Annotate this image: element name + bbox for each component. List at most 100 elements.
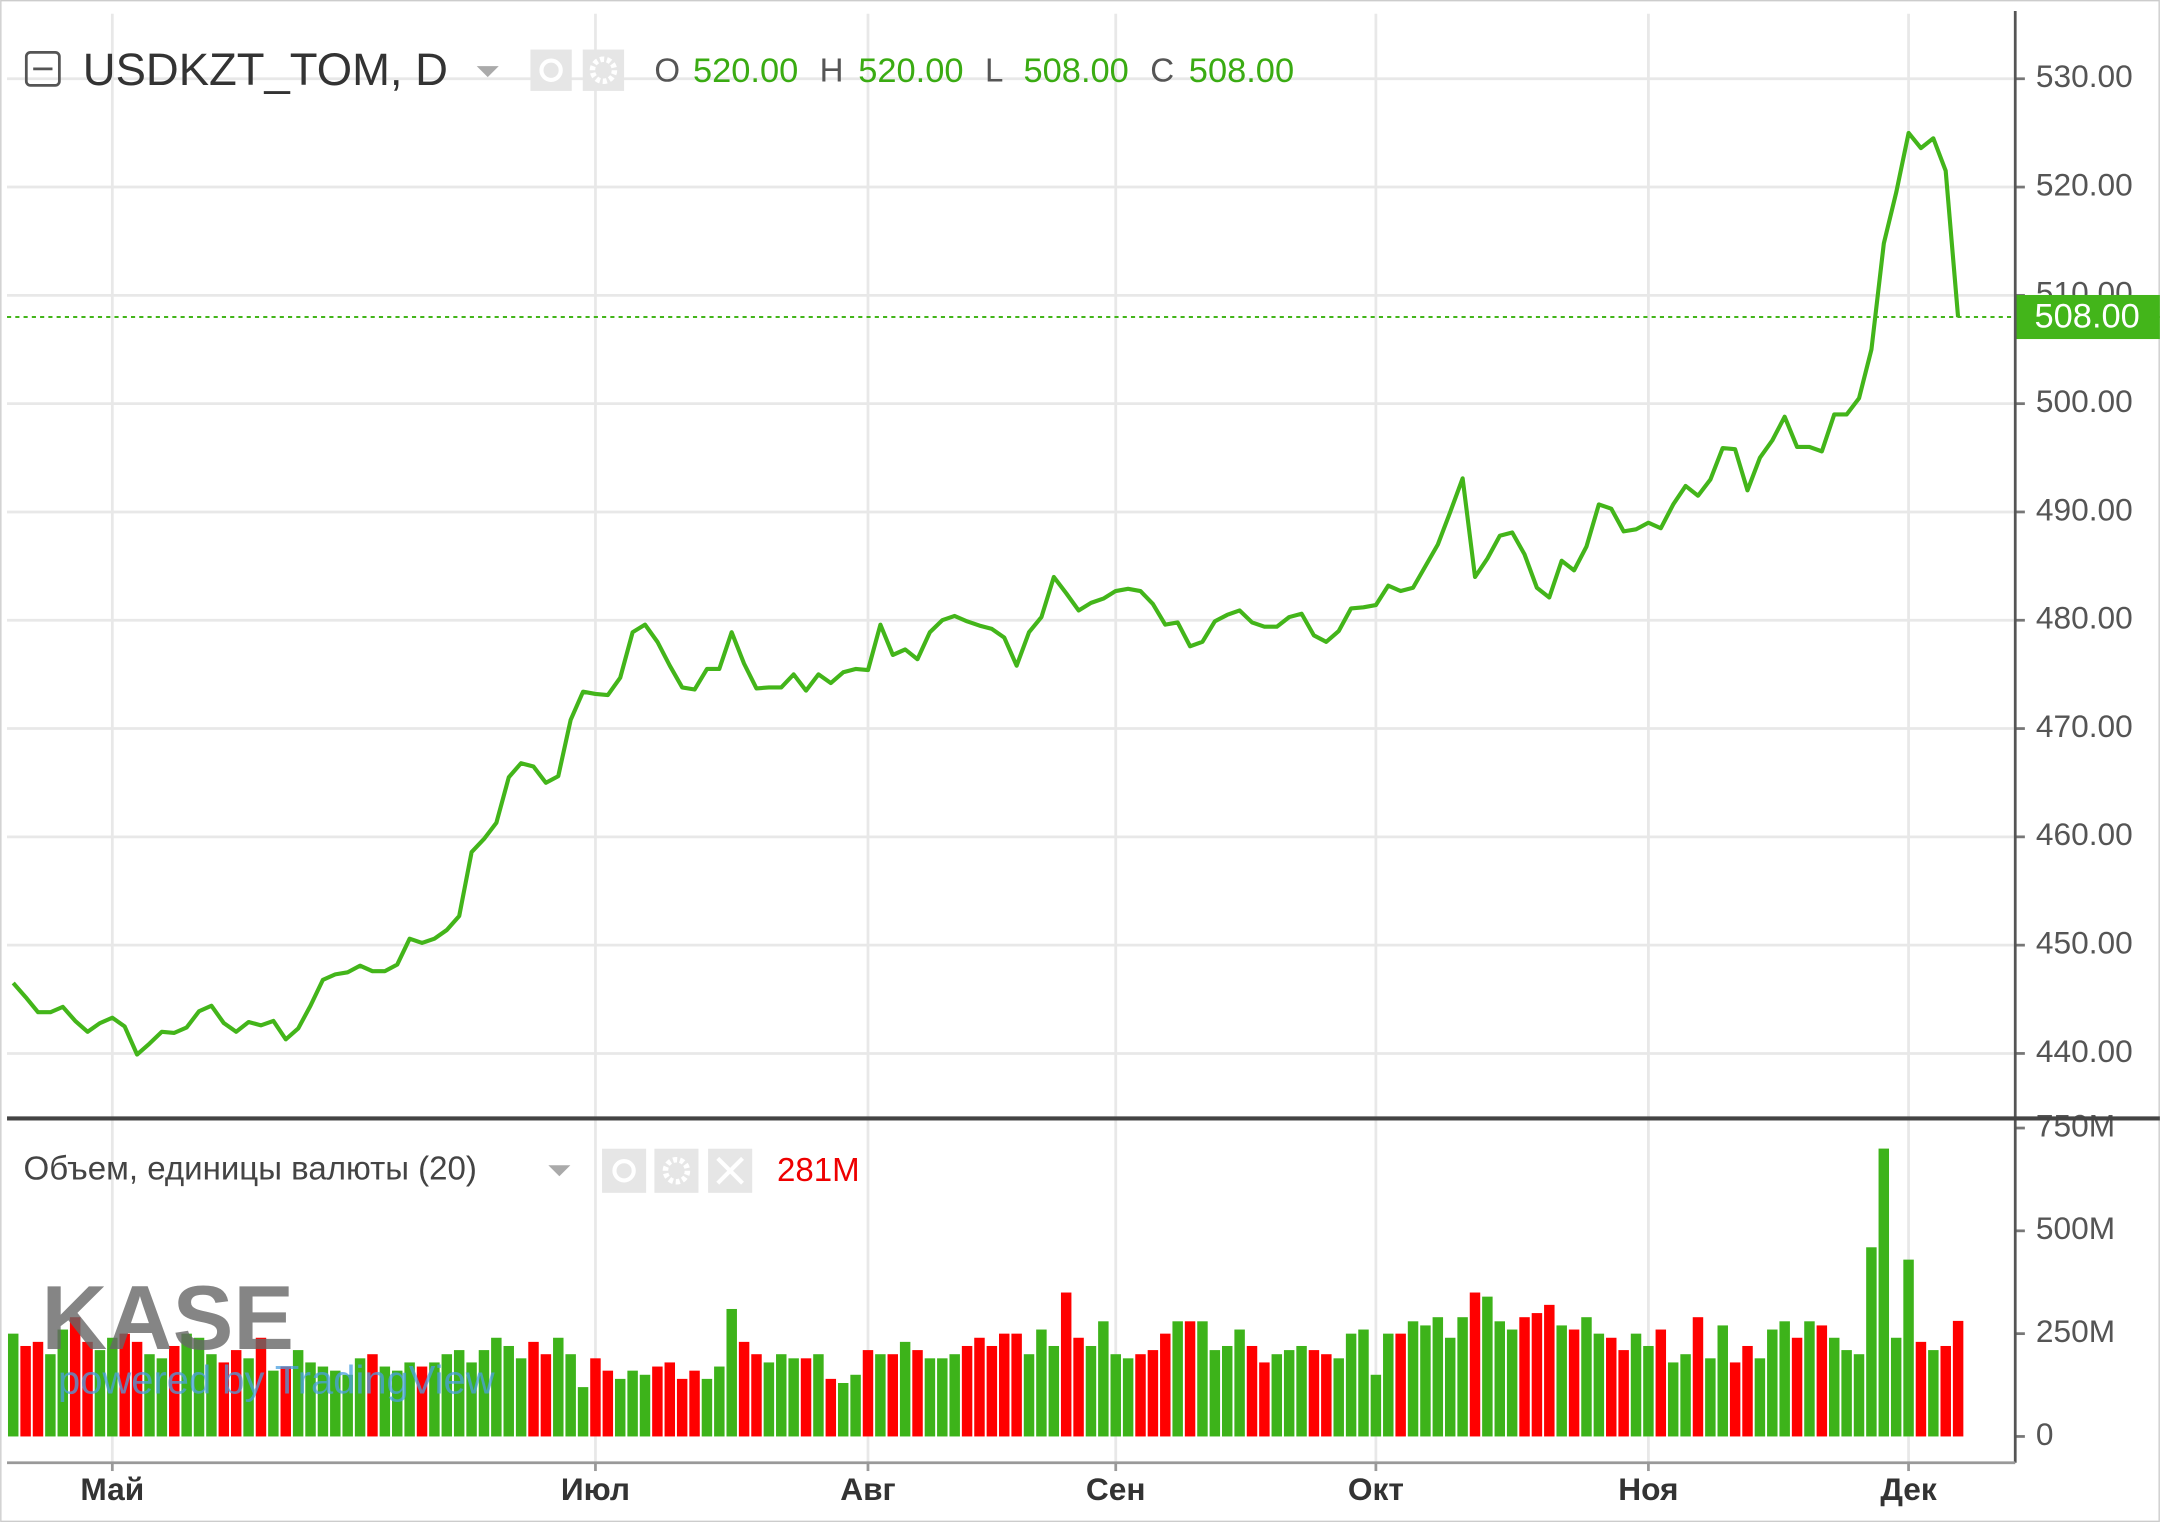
y-tick-label: 500M <box>2036 1210 2115 1246</box>
settings-button[interactable] <box>654 1148 699 1193</box>
volume-bar <box>478 1350 490 1437</box>
volume-bar <box>1630 1333 1642 1437</box>
volume-bar <box>466 1362 477 1437</box>
volume-bar <box>602 1370 614 1437</box>
volume-bar <box>1519 1317 1530 1437</box>
volume-bar <box>1234 1329 1245 1437</box>
volume-bar <box>1271 1354 1283 1437</box>
x-tick-label: Ноя <box>1618 1471 1678 1507</box>
volume-bar <box>676 1378 688 1437</box>
volume-bar <box>1494 1321 1505 1437</box>
volume-bar <box>1655 1329 1667 1437</box>
volume-bar <box>69 1317 81 1437</box>
volume-bar <box>887 1354 898 1437</box>
volume-bar <box>1407 1321 1419 1437</box>
volume-bar <box>850 1374 861 1437</box>
volume-bar <box>1754 1358 1766 1437</box>
dropdown-caret[interactable] <box>548 1165 571 1177</box>
volume-bar <box>1506 1329 1518 1437</box>
volume-bar <box>961 1345 973 1437</box>
y-tick-label: 0 <box>2036 1416 2054 1452</box>
x-tick-label: Дек <box>1880 1471 1937 1507</box>
volume-bar <box>367 1354 378 1437</box>
volume-bar <box>1903 1259 1914 1437</box>
volume-bar <box>714 1366 725 1437</box>
volume-bar <box>1767 1329 1778 1437</box>
volume-bar <box>330 1370 341 1437</box>
close-icon <box>716 1156 745 1185</box>
x-tick-label: Июл <box>561 1471 630 1507</box>
volume-bar <box>1221 1345 1233 1437</box>
volume-bar <box>701 1378 713 1437</box>
volume-bar <box>924 1358 936 1437</box>
volume-bar <box>1246 1345 1258 1437</box>
volume-bar <box>1692 1317 1704 1437</box>
watermark-text: powered by TradingView <box>58 1358 495 1402</box>
y-tick-label: 530.00 <box>2036 58 2133 94</box>
volume-bar <box>1197 1321 1208 1437</box>
volume-bar <box>144 1354 155 1437</box>
volume-bar <box>726 1308 737 1437</box>
volume-bar <box>1135 1354 1146 1437</box>
y-tick-label: 440.00 <box>2036 1033 2133 1069</box>
collapse-button[interactable] <box>24 50 61 87</box>
volume-bar <box>1011 1333 1022 1437</box>
x-tick-label: Сен <box>1086 1471 1146 1507</box>
volume-bar <box>515 1358 527 1437</box>
volume-bar <box>1073 1337 1084 1437</box>
volume-bar <box>305 1362 316 1437</box>
volume-bar <box>1370 1374 1382 1437</box>
volume-bar <box>1593 1333 1605 1437</box>
dropdown-caret[interactable] <box>476 66 499 78</box>
volume-bar <box>1110 1354 1121 1437</box>
volume-bar <box>1023 1354 1035 1437</box>
watermark-logo: KASE <box>41 1268 294 1369</box>
volume-bar <box>899 1341 911 1437</box>
volume-bar <box>1345 1333 1357 1437</box>
volume-bar <box>392 1370 403 1437</box>
volume-bar <box>119 1333 130 1437</box>
volume-bar <box>243 1358 254 1437</box>
ohlc-name: L <box>985 53 1003 90</box>
volume-bar <box>1184 1321 1196 1437</box>
volume-bar <box>565 1354 576 1437</box>
eye-button[interactable] <box>530 49 572 91</box>
volume-bar <box>1048 1345 1060 1437</box>
y-tick-label: 520.00 <box>2036 166 2133 202</box>
volume-bar <box>689 1370 700 1437</box>
volume-bar <box>664 1362 676 1437</box>
volume-bar <box>1878 1148 1890 1437</box>
eye-button[interactable] <box>602 1148 647 1193</box>
volume-bar <box>1444 1337 1456 1437</box>
volume-bar <box>912 1350 923 1437</box>
volume-bar <box>1779 1321 1790 1437</box>
volume-bar <box>1940 1345 1951 1437</box>
volume-bar <box>1866 1247 1877 1437</box>
volume-bar <box>1791 1337 1803 1437</box>
volume-bar <box>949 1354 960 1437</box>
volume-bar <box>1482 1296 1493 1437</box>
volume-bar <box>1358 1329 1369 1437</box>
volume-bar <box>156 1358 168 1437</box>
volume-bar <box>1531 1313 1543 1437</box>
volume-bar <box>862 1350 874 1437</box>
volume-bar <box>813 1354 824 1437</box>
volume-bar <box>131 1341 143 1437</box>
volume-bar <box>540 1354 552 1437</box>
ohlc-value: 508.00 <box>1024 52 1129 90</box>
marks: 508.00 <box>7 130 2160 1437</box>
volume-readout: 281M <box>777 1152 860 1189</box>
volume-bar <box>1395 1333 1406 1437</box>
volume-bar <box>1283 1350 1295 1437</box>
volume-bar <box>1321 1354 1332 1437</box>
volume-bar <box>354 1358 366 1437</box>
volume-bar <box>738 1341 750 1437</box>
settings-button[interactable] <box>582 49 625 91</box>
volume-bar <box>491 1337 502 1437</box>
volume-bar <box>825 1378 837 1437</box>
ohlc-value: 508.00 <box>1189 52 1294 90</box>
volume-bar <box>193 1337 205 1437</box>
volume-bar <box>441 1354 453 1437</box>
volume-bar <box>342 1374 353 1437</box>
